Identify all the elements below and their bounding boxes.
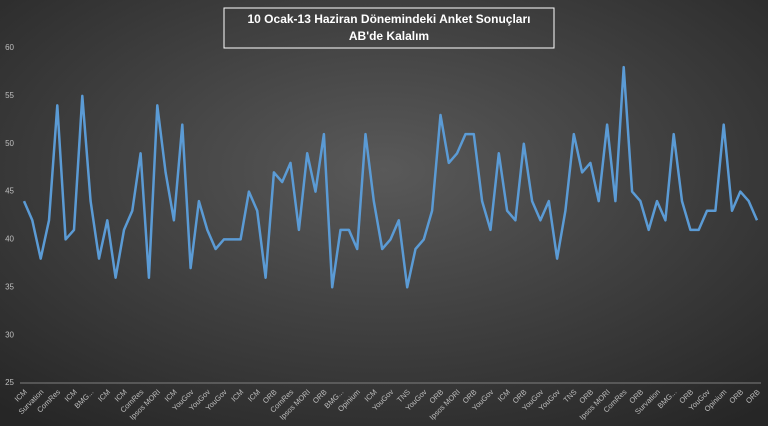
y-tick-label: 45 [5, 187, 14, 196]
y-tick-label: 60 [5, 43, 14, 52]
title-box [223, 7, 555, 49]
data-line [22, 65, 759, 289]
y-tick-label: 35 [5, 282, 14, 291]
y-tick-label: 25 [5, 378, 14, 387]
y-tick-label: 50 [5, 139, 14, 148]
y-tick-label: 30 [5, 330, 14, 339]
y-tick-label: 55 [5, 91, 14, 100]
y-tick-label: 40 [5, 235, 14, 244]
chart-title: 10 Ocak-13 Haziran Dönemindeki Anket Son… [248, 12, 531, 26]
chart-subtitle: AB'de Kalalım [349, 29, 429, 43]
